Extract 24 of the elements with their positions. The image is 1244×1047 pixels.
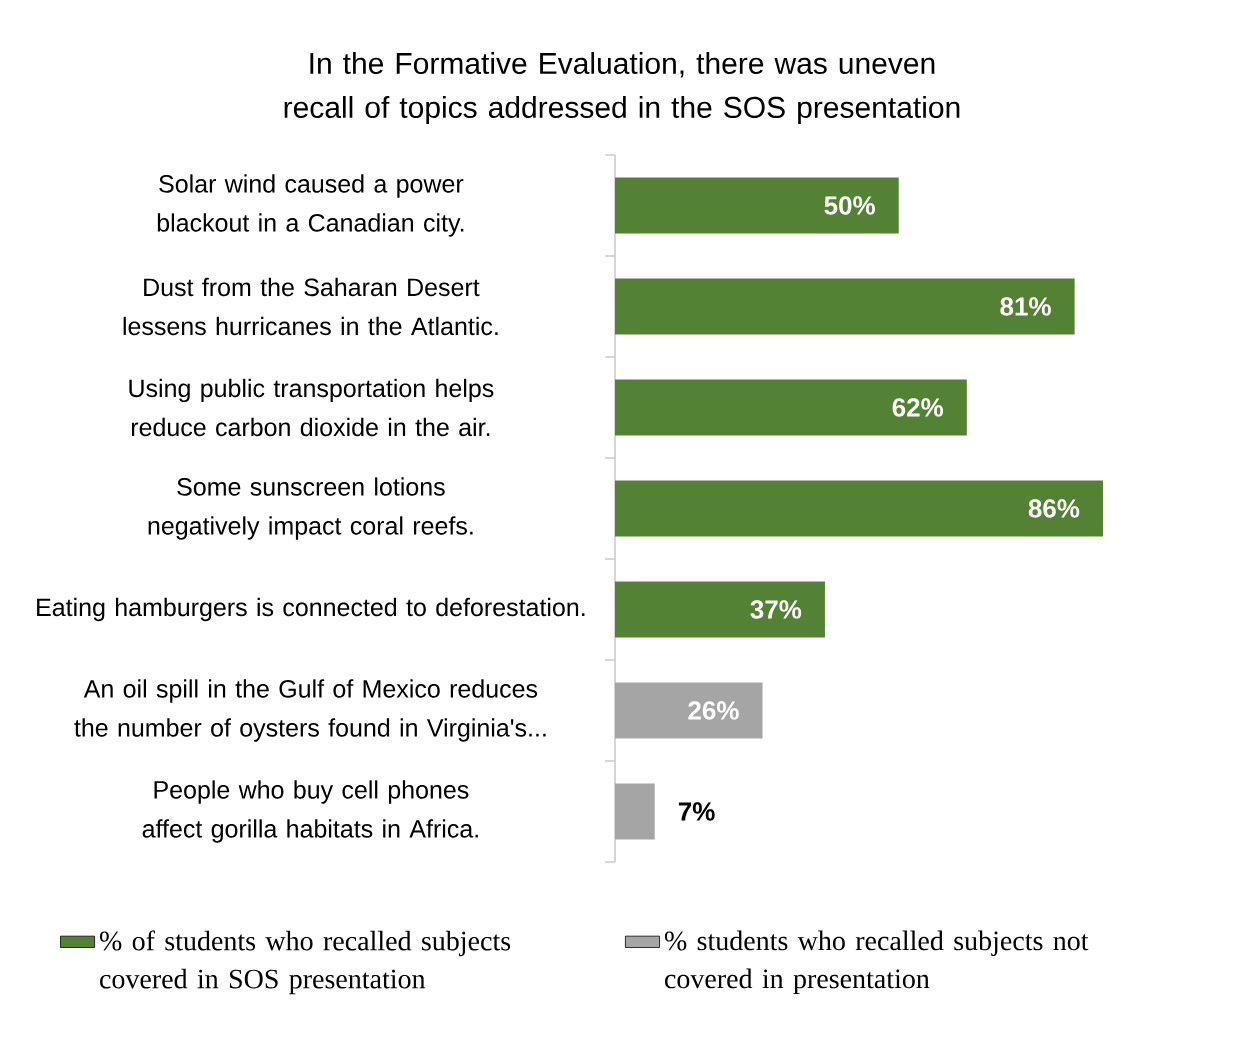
bar <box>615 379 967 436</box>
data-label: 7% <box>678 802 715 821</box>
data-label: 37% <box>750 600 802 619</box>
y-tick-label: Eating hamburgers is connected to deforestation. <box>37 597 585 622</box>
y-tick-label: An oil spill in the Gulf of Mexico reduces the number of oysters found in Virginia's... <box>74 679 546 742</box>
y-tick-label: Solar wind caused a power blackout in a Canadian city. <box>157 174 464 237</box>
y-tick-label: Using public transportation helps reduce carbon dioxide in the air. <box>129 378 494 437</box>
bar <box>615 783 655 840</box>
y-tick-label: Dust from the Saharan Desert lessens hurricanes in the Atlantic. <box>123 277 498 336</box>
data-label: 62% <box>892 398 944 417</box>
bar <box>615 581 825 638</box>
bar <box>615 682 763 739</box>
legend-label: % students who recalled subjects not covered in presentation <box>664 930 1089 995</box>
data-label: 50% <box>824 196 875 215</box>
legend-label: % of students who recalled subjects covered in SOS presentation <box>99 930 511 995</box>
data-label: 81% <box>1000 297 1051 316</box>
y-tick-label: People who buy cell phones affect gorilla habitats in Africa. <box>142 780 478 843</box>
chart-title: In the Formative Evaluation, there was uneven recall of topics addressed in the SOS presentation <box>284 52 960 124</box>
bar <box>615 278 1075 335</box>
bar <box>615 480 1103 537</box>
data-label: 26% <box>688 701 739 720</box>
y-tick-label: Some sunscreen lotions negatively impact coral reefs. <box>148 477 473 540</box>
bar <box>615 177 899 234</box>
data-label: 86% <box>1028 499 1080 518</box>
